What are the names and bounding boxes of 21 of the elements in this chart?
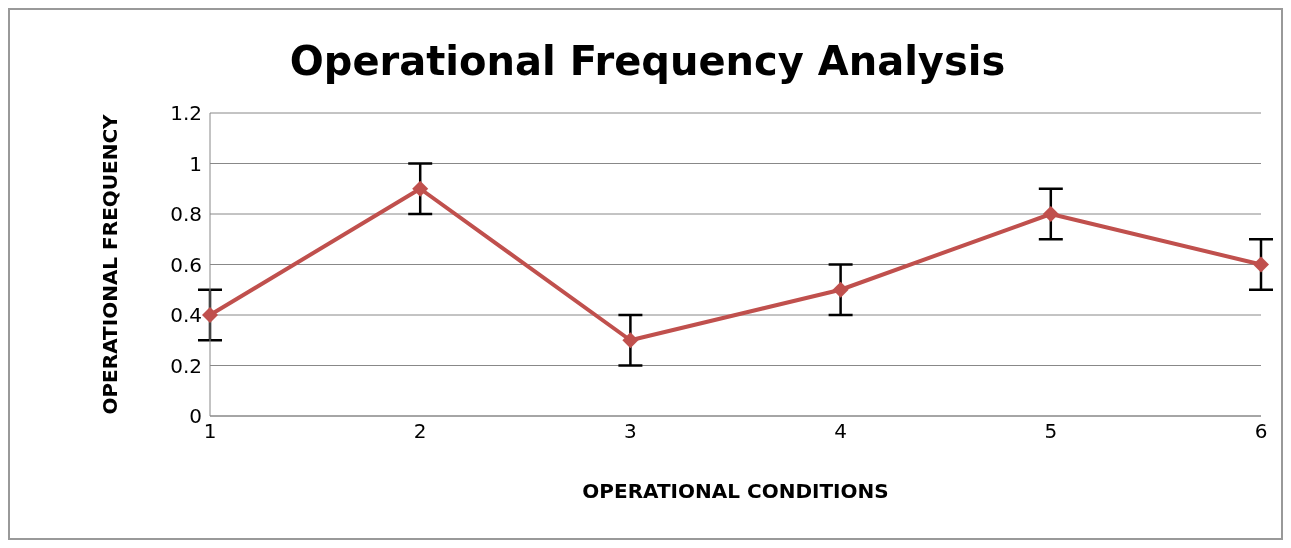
x-tick-label: 6 <box>1254 419 1268 444</box>
point <box>832 281 849 298</box>
chart-title: Operational Frequency Analysis <box>288 38 1007 84</box>
x-axis-title: OPERATIONAL CONDITIONS <box>582 479 889 503</box>
y-tick-label: 0 <box>189 404 202 429</box>
point <box>622 332 639 349</box>
y-tick-label: 0.2 <box>170 353 202 378</box>
point <box>1042 206 1059 222</box>
x-tick-label: 2 <box>413 419 427 444</box>
point <box>202 307 218 323</box>
y-tick-label: 1.2 <box>170 101 202 126</box>
x-tick-label: 5 <box>1044 419 1058 444</box>
x-tick-label: 4 <box>834 419 847 444</box>
x-tick-label: 3 <box>624 419 637 444</box>
y-tick-label: 0.8 <box>170 202 202 227</box>
point <box>1253 256 1269 273</box>
y-tick-label: 1 <box>189 151 202 176</box>
y-axis-title: OPERATIONAL FREQUENCY <box>98 113 123 415</box>
point <box>412 180 429 197</box>
y-tick-label: 0.4 <box>170 303 202 328</box>
y-tick-label: 0.6 <box>170 252 202 277</box>
